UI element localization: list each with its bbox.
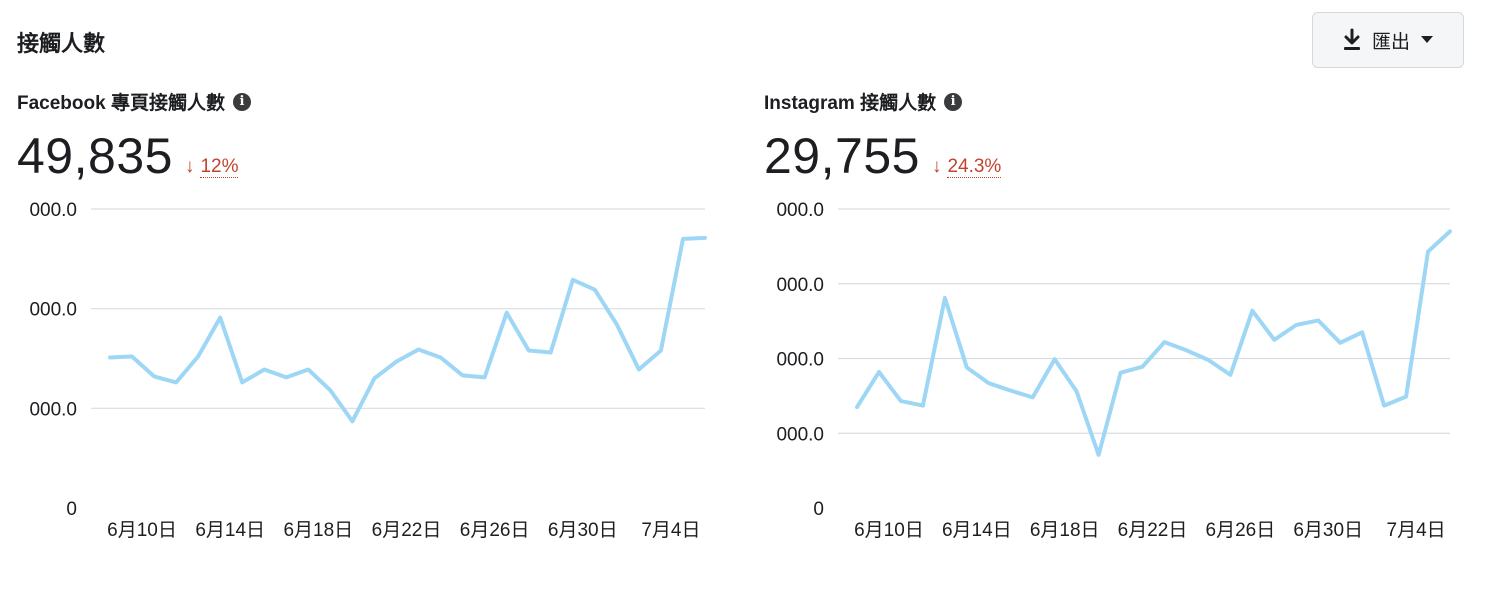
x-tick-label: 6月22日 xyxy=(372,520,442,541)
caret-down-icon xyxy=(1420,35,1434,45)
metric-row: 49,835 ↓ 12% xyxy=(17,126,239,186)
y-tick-label: 000.0 xyxy=(29,399,77,420)
arrow-down-icon: ↓ xyxy=(931,156,942,177)
x-tick-label: 6月30日 xyxy=(548,520,618,541)
delta-indicator: ↓ 12% xyxy=(185,156,239,186)
facebook-reach-chart[interactable]: 0 000.0 000.0 000.0 6月10日 6月14日 6月18日 6月22日 6月26… xyxy=(17,196,717,546)
info-icon[interactable]: i xyxy=(944,92,963,111)
delta-indicator: ↓ 24.3% xyxy=(931,155,1002,186)
instagram-reach-panel: Instagram 接觸人數 i 29,755 ↓ 24.3% 0 000.0 00… xyxy=(764,84,1484,554)
metric-value: 49,835 xyxy=(17,128,173,184)
x-tick-label: 6月14日 xyxy=(942,520,1012,541)
x-tick-label: 6月18日 xyxy=(1030,520,1100,541)
x-tick-label: 6月26日 xyxy=(460,520,530,541)
panel-title: Instagram 接觸人數 i xyxy=(764,88,963,115)
panel-title-text: Facebook 專頁接觸人數 xyxy=(17,93,225,114)
info-icon[interactable]: i xyxy=(232,92,251,111)
section-title: 接觸人數 xyxy=(17,31,106,56)
y-tick-label: 000.0 xyxy=(776,350,824,371)
y-tick-label: 000.0 xyxy=(29,300,77,321)
metric-row: 29,755 ↓ 24.3% xyxy=(764,126,1002,186)
panel-title-text: Instagram 接觸人數 xyxy=(764,93,937,114)
x-tick-label: 6月10日 xyxy=(854,520,924,541)
x-tick-label: 6月10日 xyxy=(107,520,177,541)
x-tick-label: 6月30日 xyxy=(1293,520,1363,541)
y-tick-label: 000.0 xyxy=(776,275,824,296)
x-tick-label: 6月18日 xyxy=(283,520,353,541)
delta-percent[interactable]: 24.3% xyxy=(947,155,1002,178)
export-label: 匯出 xyxy=(1371,31,1410,53)
y-tick-label: 000.0 xyxy=(776,424,824,445)
series-line xyxy=(855,229,1452,457)
x-tick-label: 6月14日 xyxy=(195,520,265,541)
metric-value: 29,755 xyxy=(764,128,920,184)
y-tick-label: 000.0 xyxy=(776,200,824,221)
facebook-reach-panel: Facebook 專頁接觸人數 i 49,835 ↓ 12% 0 000.0 000… xyxy=(17,84,737,554)
y-tick-label: 0 xyxy=(66,499,77,520)
export-button[interactable]: 匯出 xyxy=(1312,12,1464,68)
delta-percent[interactable]: 12% xyxy=(200,155,239,178)
x-tick-label: 6月22日 xyxy=(1118,520,1188,541)
panel-title: Facebook 專頁接觸人數 i xyxy=(17,88,251,115)
series-line xyxy=(108,235,707,424)
y-tick-label: 000.0 xyxy=(29,200,77,221)
arrow-down-icon: ↓ xyxy=(184,156,195,177)
download-icon xyxy=(1342,28,1362,52)
y-tick-label: 0 xyxy=(813,499,824,520)
x-tick-label: 7月4日 xyxy=(641,520,700,541)
x-tick-label: 7月4日 xyxy=(1387,520,1446,541)
x-tick-label: 6月26日 xyxy=(1206,520,1276,541)
instagram-reach-chart[interactable]: 0 000.0 000.0 000.0 000.0 6月10日 6月14日 6月18日 6月22… xyxy=(764,196,1464,546)
